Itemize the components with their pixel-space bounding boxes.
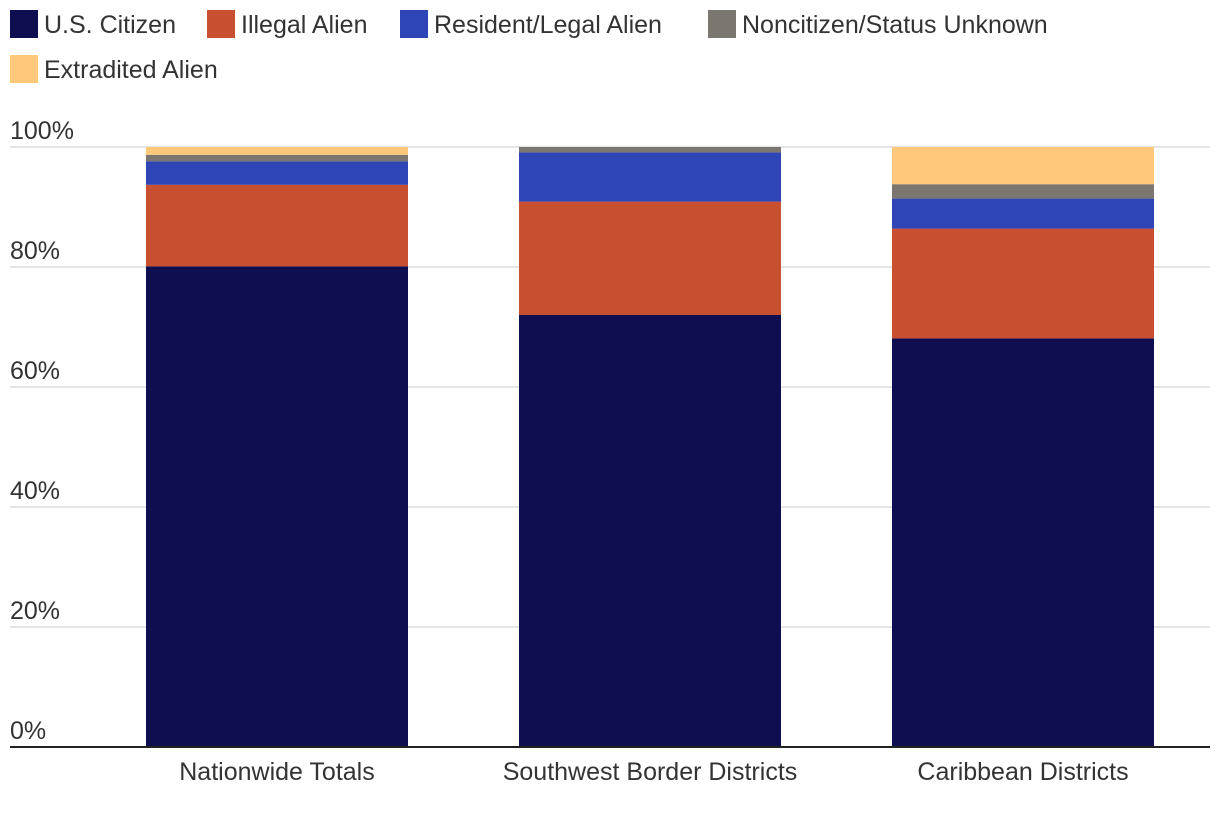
y-tick-label-60: 60% [10, 357, 60, 385]
bar-segment-nationwide-totals-u-s-citizen [146, 266, 408, 747]
legend: U.S. Citizen Illegal Alien Resident/Legal … [10, 10, 1048, 84]
y-tick-label-80: 80% [10, 237, 60, 265]
bar-segment-southwest-border-districts-u-s-citizen [519, 315, 781, 747]
x-category-label-nationwide-totals: Nationwide Totals [179, 758, 374, 786]
legend-swatch-noncitizen-status-unknown [708, 10, 736, 38]
x-category-label-caribbean-districts: Caribbean Districts [917, 758, 1128, 786]
bar-segment-caribbean-districts-noncitizen-status-unknown [892, 184, 1154, 199]
bar-segment-caribbean-districts-extradited-alien [892, 147, 1154, 185]
legend-label-resident-legal-alien: Resident/Legal Alien [434, 11, 662, 39]
bar-segment-nationwide-totals-illegal-alien [146, 184, 408, 267]
bar-segment-caribbean-districts-u-s-citizen [892, 338, 1154, 747]
bars [146, 147, 1154, 747]
bar-segment-southwest-border-districts-noncitizen-status-unknown [519, 147, 781, 153]
legend-label-noncitizen-status-unknown: Noncitizen/Status Unknown [742, 11, 1048, 39]
bar-segment-nationwide-totals-resident-legal-alien [146, 161, 408, 185]
legend-label-u-s-citizen: U.S. Citizen [44, 11, 176, 39]
x-axis-labels: Nationwide Totals Southwest Border Distri… [179, 758, 1128, 786]
legend-swatch-resident-legal-alien [400, 10, 428, 38]
legend-swatch-illegal-alien [207, 10, 235, 38]
y-tick-label-20: 20% [10, 597, 60, 625]
x-category-label-southwest-border-districts: Southwest Border Districts [503, 758, 798, 786]
legend-swatch-u-s-citizen [10, 10, 38, 38]
bar-segment-caribbean-districts-illegal-alien [892, 228, 1154, 339]
legend-label-extradited-alien: Extradited Alien [44, 56, 218, 84]
legend-swatch-extradited-alien [10, 55, 38, 83]
legend-label-illegal-alien: Illegal Alien [241, 11, 367, 39]
y-tick-label-100: 100% [10, 117, 74, 145]
bar-segment-caribbean-districts-resident-legal-alien [892, 198, 1154, 229]
bar-segment-nationwide-totals-noncitizen-status-unknown [146, 154, 408, 162]
bar-segment-nationwide-totals-extradited-alien [146, 147, 408, 155]
y-tick-label-0: 0% [10, 717, 46, 745]
y-axis-labels: 0% 20% 40% 60% 80% 100% [10, 117, 74, 745]
bar-segment-southwest-border-districts-illegal-alien [519, 201, 781, 315]
bar-segment-southwest-border-districts-resident-legal-alien [519, 152, 781, 202]
y-tick-label-40: 40% [10, 477, 60, 505]
